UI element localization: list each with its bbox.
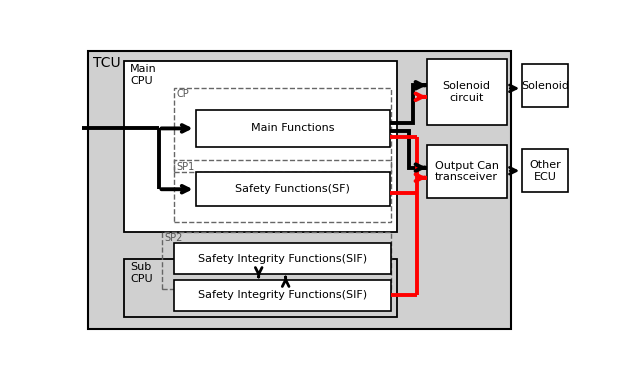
Bar: [196, 110, 390, 147]
Bar: [427, 59, 508, 124]
Bar: [163, 231, 391, 289]
Text: Output Can
transceiver: Output Can transceiver: [435, 161, 499, 182]
Text: Sub
CPU: Sub CPU: [130, 262, 153, 284]
Text: Main Functions: Main Functions: [251, 123, 334, 133]
Bar: [427, 144, 508, 198]
Text: SP1: SP1: [176, 161, 195, 172]
Text: Other
ECU: Other ECU: [529, 160, 561, 182]
Text: CP: CP: [176, 89, 189, 99]
Bar: [124, 259, 397, 317]
Bar: [522, 64, 568, 107]
Text: Solenoid
circuit: Solenoid circuit: [443, 81, 491, 103]
Bar: [174, 280, 391, 311]
Bar: [174, 87, 391, 172]
Text: Safety Integrity Functions(SIF): Safety Integrity Functions(SIF): [198, 253, 367, 264]
Text: Main
CPU: Main CPU: [130, 64, 157, 86]
Bar: [174, 243, 391, 274]
Text: Solenoid: Solenoid: [521, 81, 569, 91]
Text: SP2: SP2: [164, 233, 183, 243]
Bar: [196, 172, 390, 206]
Text: Safety Functions(SF): Safety Functions(SF): [235, 184, 350, 194]
Bar: [174, 160, 391, 222]
Bar: [88, 51, 511, 329]
Text: TCU: TCU: [93, 56, 121, 70]
Bar: [124, 61, 397, 231]
Text: Safety Integrity Functions(SIF): Safety Integrity Functions(SIF): [198, 291, 367, 300]
Bar: [522, 149, 568, 192]
